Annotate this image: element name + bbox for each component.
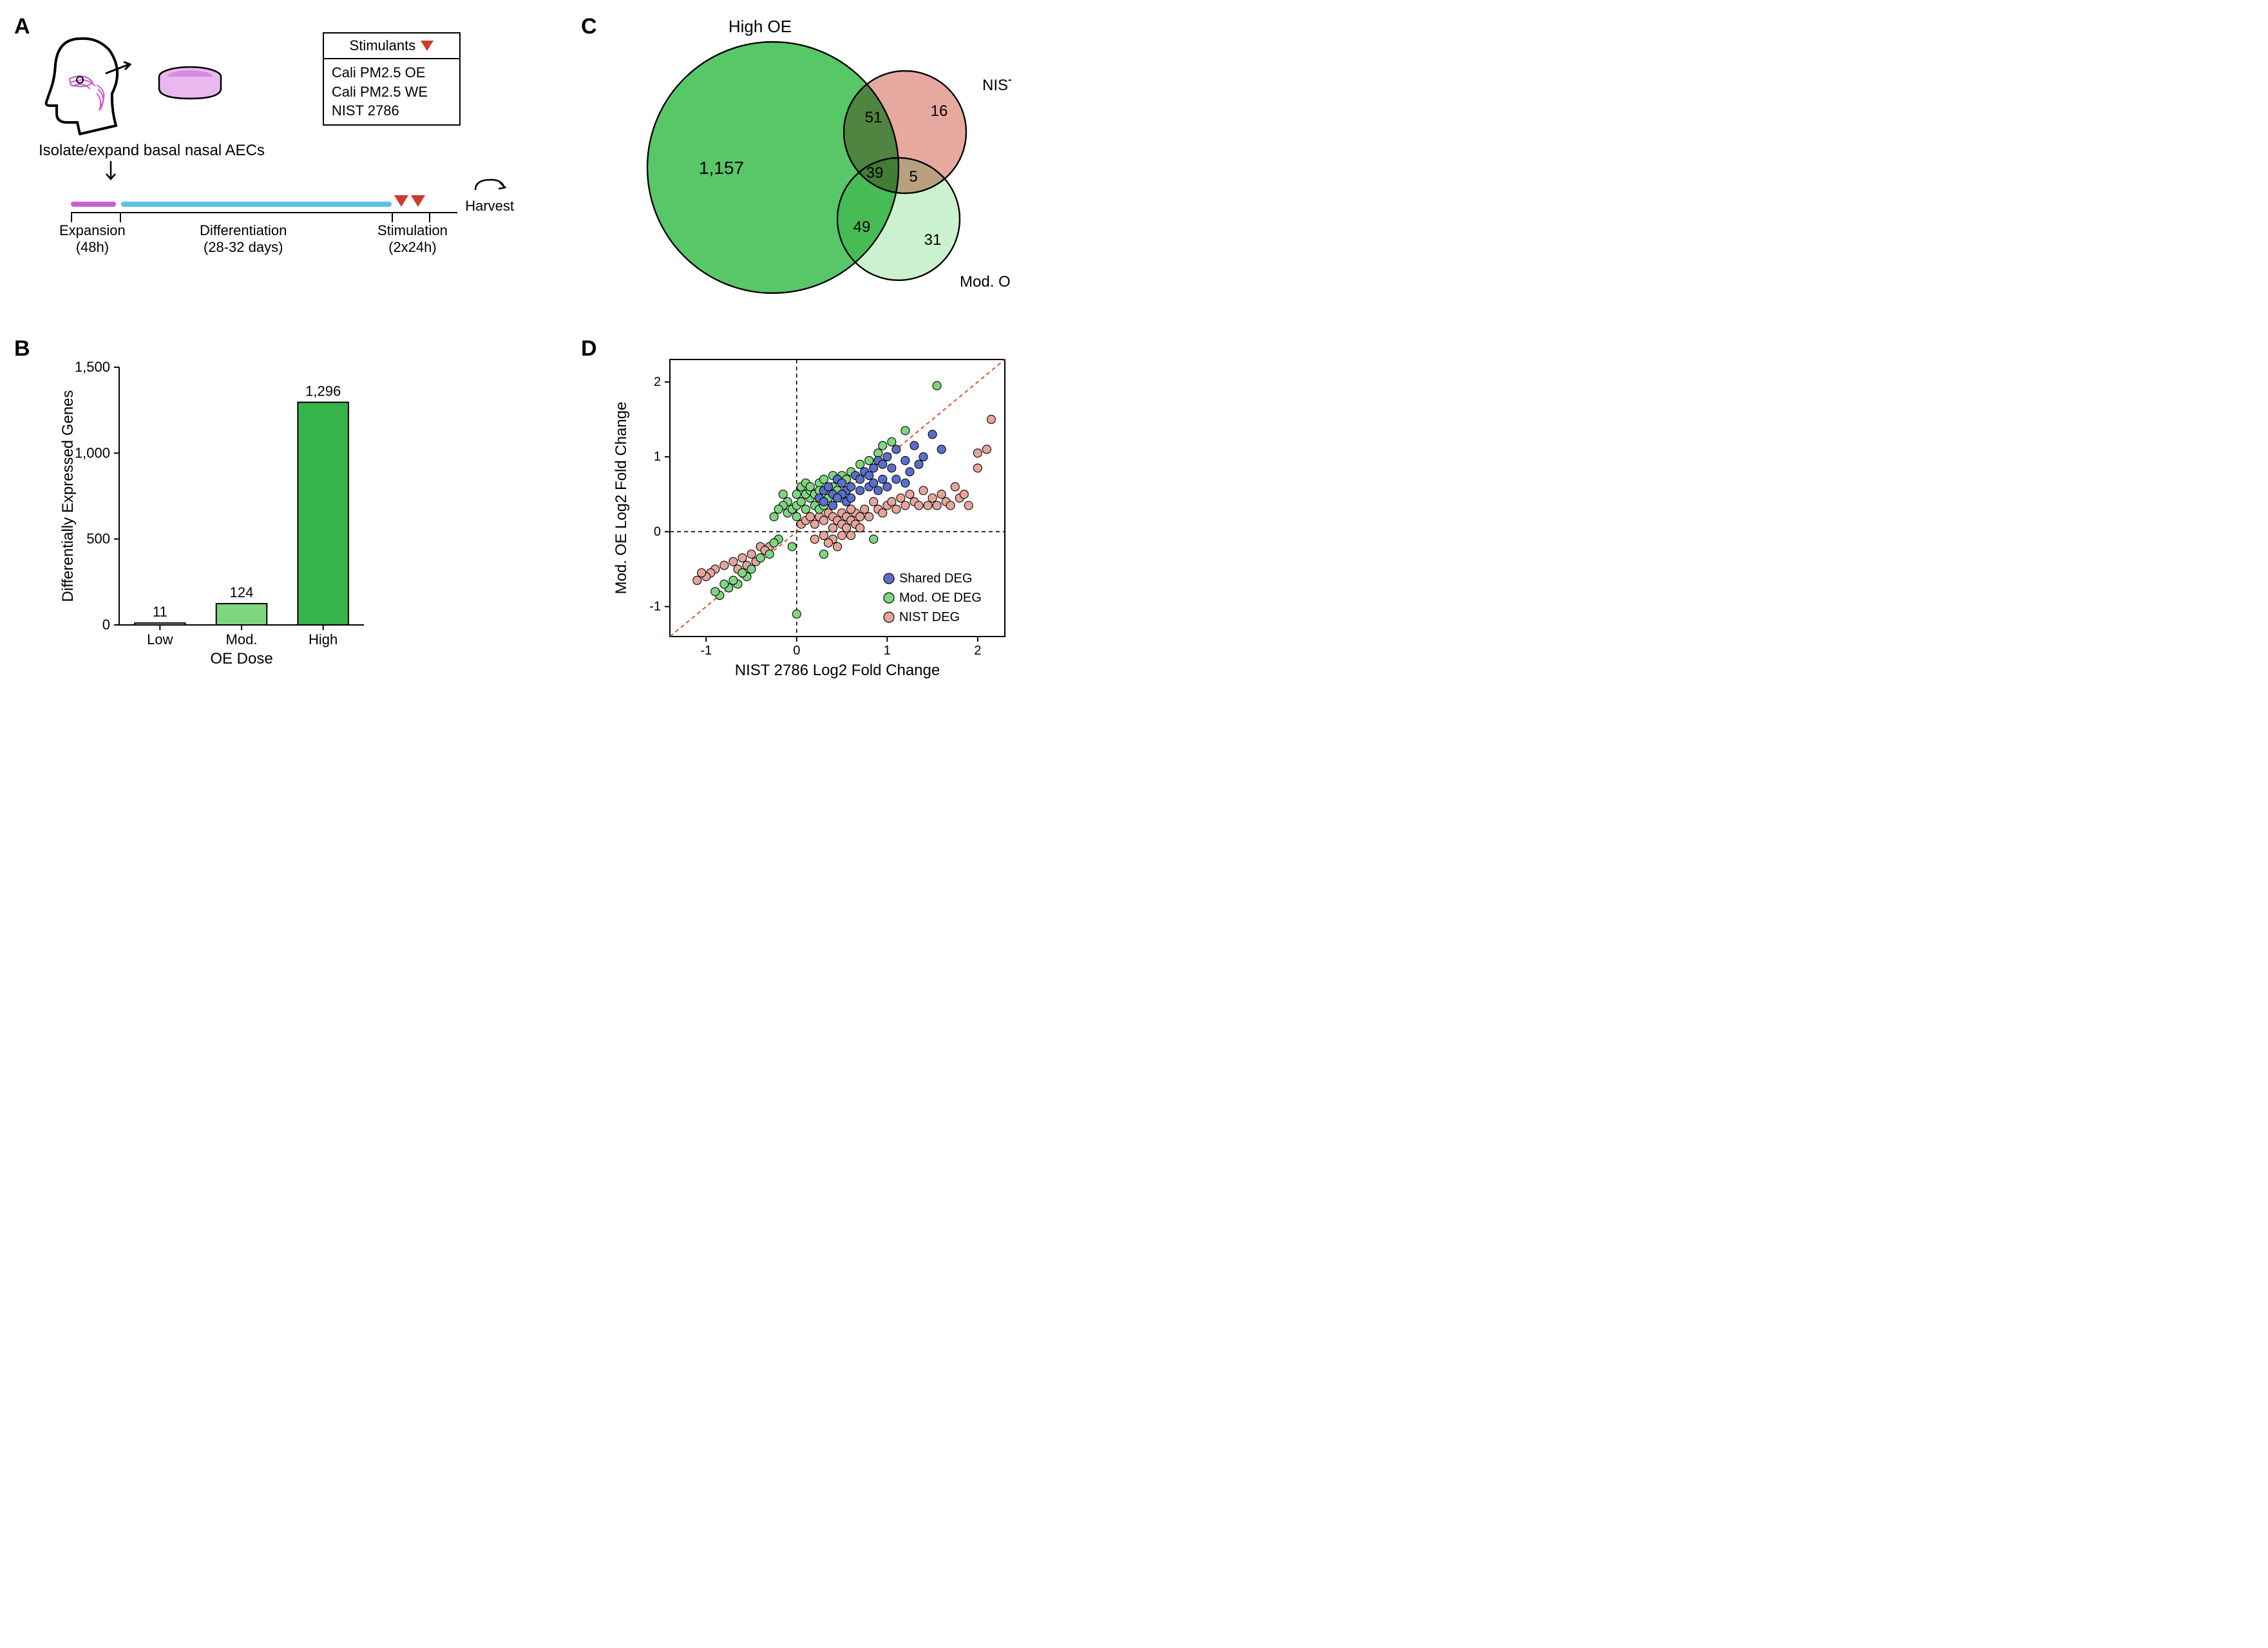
svg-text:1,000: 1,000 <box>75 445 110 461</box>
svg-text:1,500: 1,500 <box>75 359 110 375</box>
stimulation-marker-icon <box>411 195 425 207</box>
petri-dish-icon <box>155 61 225 106</box>
svg-text:51: 51 <box>865 109 882 126</box>
svg-text:124: 124 <box>230 584 254 600</box>
svg-text:Shared DEG: Shared DEG <box>899 571 972 586</box>
svg-text:High OE: High OE <box>729 19 792 36</box>
differentiation-label: Differentiation <box>200 222 287 239</box>
svg-text:0: 0 <box>654 524 661 539</box>
stimulant-item: Cali PM2.5 WE <box>332 82 452 102</box>
svg-text:Mod. OE Log2 Fold Change: Mod. OE Log2 Fold Change <box>613 402 630 595</box>
svg-text:High: High <box>309 631 338 647</box>
isolate-label: Isolate/expand basal nasal AECs <box>39 142 265 160</box>
svg-text:500: 500 <box>86 531 110 547</box>
expansion-bar <box>71 202 116 207</box>
svg-text:49: 49 <box>853 218 871 236</box>
differentiation-sub: (28-32 days) <box>200 239 287 256</box>
panel-c: C High OENIST 2786Mod. OE1,1571631514953… <box>586 19 1114 316</box>
svg-text:0: 0 <box>102 617 110 633</box>
stimulation-marker-icon <box>394 195 408 207</box>
panel-b: B 05001,0001,50011Low124Mod.1,296HighOE … <box>19 341 548 691</box>
svg-text:Mod.: Mod. <box>226 631 258 647</box>
timeline: Harvest Expansion (48h) Differentiation <box>71 199 457 261</box>
panel-d-label: D <box>581 336 597 361</box>
svg-text:OE Dose: OE Dose <box>210 650 272 667</box>
svg-text:31: 31 <box>924 231 942 249</box>
expansion-label: Expansion <box>59 222 126 239</box>
panel-b-label: B <box>14 336 30 361</box>
svg-text:Differentially Expressed Genes: Differentially Expressed Genes <box>59 390 77 602</box>
svg-text:39: 39 <box>866 164 884 182</box>
expansion-sub: (48h) <box>59 239 126 256</box>
svg-text:0: 0 <box>793 644 800 658</box>
svg-text:1,157: 1,157 <box>699 158 744 178</box>
svg-text:NIST 2786 Log2 Fold Change: NIST 2786 Log2 Fold Change <box>735 662 940 679</box>
stimulant-item: NIST 2786 <box>332 101 452 120</box>
head-icon <box>39 32 135 135</box>
stimulant-item: Cali PM2.5 OE <box>332 63 452 82</box>
differentiation-bar <box>121 202 392 207</box>
harvest-arrow-icon <box>470 176 509 194</box>
down-arrow-icon <box>103 160 119 183</box>
svg-text:-1: -1 <box>700 644 712 658</box>
stimulants-box: Stimulants Cali PM2.5 OE Cali PM2.5 WE N… <box>323 32 461 126</box>
svg-text:1,296: 1,296 <box>305 383 341 399</box>
svg-text:2: 2 <box>974 644 981 658</box>
stimulants-list: Cali PM2.5 OE Cali PM2.5 WE NIST 2786 <box>324 59 459 124</box>
venn-diagram: High OE NIST 2786 Mod. OE 1,157 16 31 51 49 5 39 <box>612 19 1011 316</box>
stimulation-sub: (2x24h) <box>377 239 448 256</box>
svg-text:11: 11 <box>153 604 167 620</box>
panel-c-label: C <box>581 14 597 39</box>
svg-text:5: 5 <box>909 168 917 186</box>
panel-a-label: A <box>14 14 30 39</box>
svg-text:2: 2 <box>654 375 661 389</box>
svg-text:NIST DEG: NIST DEG <box>899 610 960 624</box>
figure-grid: A <box>19 19 1114 691</box>
svg-text:Low: Low <box>147 631 173 647</box>
stimulants-header-text: Stimulants <box>350 37 416 54</box>
svg-text:16: 16 <box>931 102 948 120</box>
panel-d: D -1012-1012NIST 2786 Log2 Fold ChangeMo… <box>586 341 1114 691</box>
panel-a: A <box>19 19 548 316</box>
red-triangle-icon <box>421 41 434 51</box>
harvest-label: Harvest <box>465 176 514 215</box>
svg-text:Mod. OE DEG: Mod. OE DEG <box>899 591 982 605</box>
svg-text:1: 1 <box>884 644 891 658</box>
svg-text:NIST 2786: NIST 2786 <box>982 77 1011 94</box>
svg-text:Mod. OE: Mod. OE <box>960 273 1011 291</box>
bar-chart: 0 500 1,000 1,500 11 Low 124 Mod. 1,296 High OE Do… <box>58 354 370 683</box>
stimulation-label: Stimulation <box>377 222 448 239</box>
svg-text:-1: -1 <box>649 600 661 614</box>
svg-text:1: 1 <box>654 450 661 464</box>
scatter-plot: -1 0 1 2 -1 0 1 2 NIST 2786 Log2 Fold Change Mod.… <box>605 348 1018 688</box>
